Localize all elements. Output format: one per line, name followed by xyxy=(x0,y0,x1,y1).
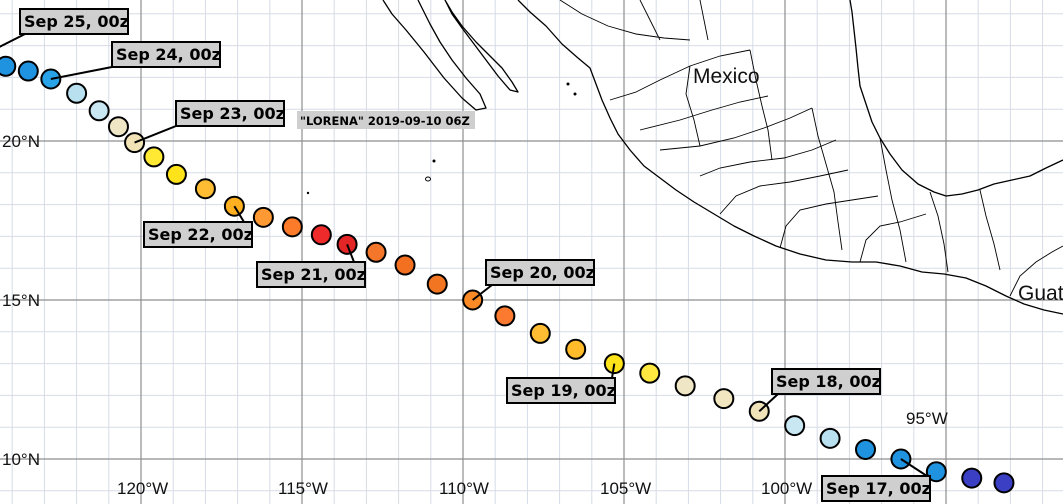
date-callout-line xyxy=(758,393,779,413)
track-point xyxy=(529,322,551,344)
storm-title-background xyxy=(297,111,475,129)
track-point xyxy=(310,224,332,246)
island xyxy=(425,176,431,182)
date-callouts: Sep 25, 00z Sep 24, 00z Sep 23, 00z Sep 22,… xyxy=(0,8,931,502)
storm-title: "LORENA" 2019-09-10 06Z xyxy=(300,114,470,128)
latitude-label: 20°N xyxy=(2,132,40,151)
track-point xyxy=(281,216,303,238)
baja-california-coastline xyxy=(382,0,519,111)
date-label: Sep 23, 00z xyxy=(180,104,285,123)
date-callout-line xyxy=(900,458,928,477)
track-point xyxy=(365,241,387,263)
track-point xyxy=(993,472,1015,494)
track-point xyxy=(565,338,587,360)
date-label-box xyxy=(256,261,366,288)
longitude-label: 105°W xyxy=(600,479,651,498)
track-point xyxy=(107,116,129,138)
latitude-labels: 20°N 15°N 10°N xyxy=(2,132,40,469)
track-point xyxy=(143,146,165,168)
island xyxy=(566,82,570,86)
date-label-box xyxy=(175,100,285,127)
track-point xyxy=(925,461,947,483)
track-point xyxy=(855,438,876,460)
longitude-label: 110°W xyxy=(439,479,489,498)
track-point xyxy=(426,273,448,295)
track-point xyxy=(961,467,983,489)
island xyxy=(573,92,577,96)
longitude-label: 115°W xyxy=(278,479,328,498)
longitude-label: 100°W xyxy=(761,479,812,498)
track-point xyxy=(713,388,735,410)
track-point xyxy=(194,178,216,200)
track-point xyxy=(819,427,841,449)
country-label-guatemala: Guat xyxy=(1018,282,1063,305)
date-callout-line xyxy=(134,125,177,144)
track-point xyxy=(639,362,661,384)
date-label: Sep 17, 00z xyxy=(826,479,931,498)
longitude-label: 120°W xyxy=(117,479,168,498)
track-point xyxy=(674,375,696,397)
date-label-box xyxy=(506,377,616,404)
storm-title-group: "LORENA" 2019-09-10 06Z xyxy=(297,111,475,129)
latitude-label: 15°N xyxy=(2,291,40,310)
date-label-box xyxy=(143,221,253,248)
island xyxy=(432,159,436,163)
track-point xyxy=(88,100,110,122)
track-point xyxy=(252,206,274,228)
date-label: Sep 25, 00z xyxy=(24,12,129,31)
island xyxy=(306,191,310,195)
date-callout-line xyxy=(472,284,493,301)
date-label-box xyxy=(821,475,931,502)
date-label: Sep 18, 00z xyxy=(776,372,881,391)
country-label-mexico: Mexico xyxy=(693,65,760,88)
track-point xyxy=(66,82,88,104)
date-callout-line xyxy=(233,205,245,223)
longitude-labels: 120°W 115°W 110°W 105°W 100°W xyxy=(117,479,812,498)
date-label: Sep 20, 00z xyxy=(490,263,595,282)
state-borders xyxy=(559,0,1063,297)
date-callout-line xyxy=(50,66,113,80)
date-label-box xyxy=(771,368,881,395)
track-point xyxy=(17,60,39,82)
date-callout-line xyxy=(611,363,616,379)
date-label: Sep 19, 00z xyxy=(511,381,616,400)
date-callout-line xyxy=(0,33,26,48)
latitude-label: 10°N xyxy=(2,450,40,469)
date-label-box xyxy=(111,41,221,68)
track-point xyxy=(0,55,17,77)
longitude-label-95w: 95°W xyxy=(906,409,948,428)
track-point xyxy=(394,254,416,276)
date-label: Sep 22, 00z xyxy=(148,225,253,244)
storm-track xyxy=(0,55,1015,494)
track-point xyxy=(784,415,806,437)
track-point xyxy=(494,305,516,327)
land xyxy=(306,0,1063,315)
date-label-box xyxy=(485,259,595,286)
date-callout-line xyxy=(346,243,355,263)
date-label: Sep 24, 00z xyxy=(116,45,221,64)
track-point xyxy=(165,163,187,185)
date-label-box xyxy=(19,8,129,35)
mainland-mexico-coastline xyxy=(517,0,1063,315)
date-label: Sep 21, 00z xyxy=(261,265,366,284)
